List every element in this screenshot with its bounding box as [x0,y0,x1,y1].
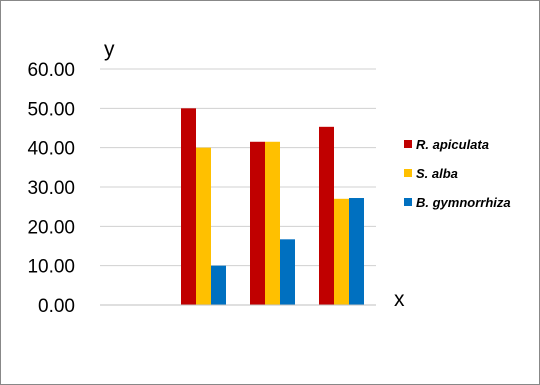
legend-swatch [404,169,412,177]
bar [196,147,211,305]
y-tick-label: 10.00 [27,257,75,278]
bar [319,126,334,305]
y-tick-label: 50.00 [27,99,75,120]
bar [280,239,295,305]
bars [181,108,364,305]
y-tick-labels: 0.00 10.00 20.00 30.00 40.00 50.00 60.00 [27,60,75,317]
y-axis-title: y [104,38,115,61]
bar [211,265,226,305]
bar [334,198,349,305]
legend: R. apiculata S. alba B. gymnorrhiza [404,137,511,210]
bar [250,141,265,305]
legend-label: S. alba [416,166,458,181]
legend-label: B. gymnorrhiza [416,195,511,210]
legend-swatch [404,140,412,148]
y-tick-label: 30.00 [27,178,75,199]
bar [349,198,364,305]
legend-swatch [404,198,412,206]
y-tick-label: 20.00 [27,217,75,238]
y-tick-label: 40.00 [27,139,75,160]
x-axis-title: x [394,288,405,311]
y-tick-label: 0.00 [38,296,75,317]
bar [265,141,280,305]
y-tick-label: 60.00 [27,60,75,81]
legend-label: R. apiculata [416,137,489,152]
bar [181,108,196,305]
